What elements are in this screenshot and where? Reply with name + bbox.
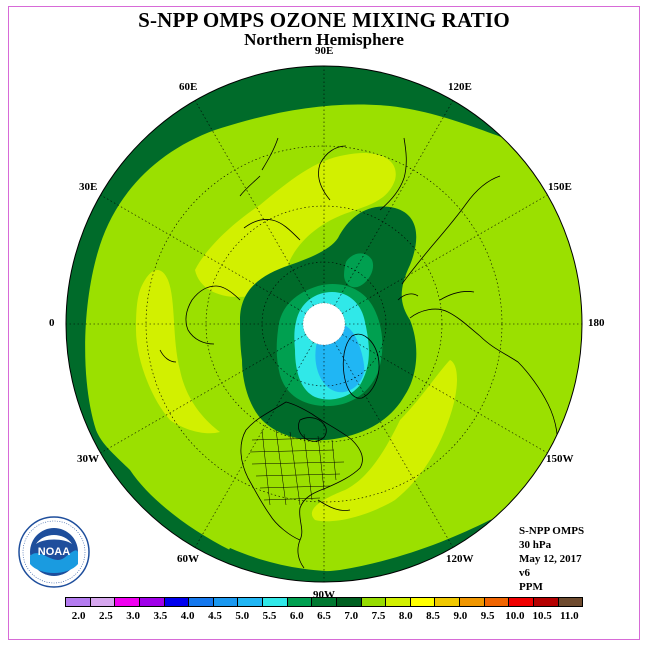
- field-region-6-5-east: [344, 253, 374, 288]
- noaa-logo-emblem: [18, 516, 90, 588]
- coast-central-america: [297, 499, 351, 569]
- color-bar-segment: [115, 598, 140, 606]
- noaa-logo: NOAA: [18, 516, 90, 588]
- coast-japan: [239, 137, 279, 197]
- color-bar-segment: [435, 598, 460, 606]
- meridian-line: [334, 342, 454, 548]
- color-bar-tick-label: 6.0: [289, 610, 304, 622]
- pole-no-data-mask: [303, 303, 345, 345]
- color-bar-segment: [213, 598, 239, 606]
- longitude-label: 150W: [546, 453, 574, 465]
- meridian-line: [342, 334, 548, 454]
- color-bar-tick-label: 7.0: [344, 610, 359, 622]
- coast-asia: [243, 137, 501, 285]
- color-bar-segment: [189, 598, 214, 606]
- noaa-logo-text: NOAA: [37, 546, 71, 558]
- color-bar-tick-label: 9.5: [480, 610, 495, 622]
- longitude-label: 60E: [179, 81, 198, 93]
- map-subtitle: Northern Hemisphere: [244, 30, 404, 49]
- color-bar-segment: [312, 598, 337, 606]
- color-bar-segment: [336, 598, 362, 606]
- color-bar-segment: [287, 598, 313, 606]
- color-bar-tick-label: 9.0: [453, 610, 468, 622]
- color-bar-segment: [263, 598, 288, 606]
- coast-north-america: [240, 401, 363, 541]
- longitude-label: 30E: [79, 181, 98, 193]
- field-patch-yellow-east: [311, 360, 457, 522]
- color-bar-segment: [386, 598, 411, 606]
- color-bar-segment: [533, 598, 559, 606]
- info-version: v6: [519, 567, 530, 579]
- color-bar-segment: [558, 598, 583, 606]
- map-info: S-NPP OMPS 30 hPa May 12, 2017 v6 PPM: [519, 524, 584, 594]
- coast-hudson-bay: [298, 417, 327, 442]
- color-bar-tick-label: 10.5: [532, 610, 552, 622]
- longitude-label: 120W: [446, 553, 474, 565]
- color-bar-tick-label: 4.0: [180, 610, 195, 622]
- color-bar: [65, 597, 583, 607]
- longitude-label: 90E: [315, 45, 334, 57]
- color-bar-tick-label: 6.5: [317, 610, 331, 622]
- meridians: [66, 66, 582, 582]
- longitude-label: 150E: [548, 181, 572, 193]
- info-instrument: S-NPP OMPS: [519, 525, 585, 537]
- color-bar-tick-label: 8.5: [426, 610, 440, 622]
- color-bar-segment: [139, 598, 165, 606]
- color-bar-tick-label: 11.0: [560, 610, 579, 622]
- longitude-label: 120E: [448, 81, 472, 93]
- color-bar-segment: [410, 598, 436, 606]
- field-patch-yellow-north: [195, 152, 396, 297]
- hemisphere-border: [65, 65, 583, 583]
- longitude-label: 180: [588, 317, 605, 329]
- color-bar-tick-label: 2.5: [99, 610, 113, 622]
- color-bar-tick-label: 4.5: [208, 610, 222, 622]
- map-title: S-NPP OMPS OZONE MIXING RATIO: [138, 8, 510, 32]
- color-bar-tick-label: 3.0: [126, 610, 141, 622]
- figure-frame: [8, 6, 640, 640]
- color-bar-tick-label: 3.5: [153, 610, 168, 622]
- color-bar-segment: [361, 598, 387, 606]
- field-patch-yellow-west: [136, 269, 220, 434]
- longitude-label: 60W: [177, 553, 199, 565]
- color-bar-segment: [460, 598, 485, 606]
- longitude-label: 30W: [77, 453, 99, 465]
- color-bar-segment: [164, 598, 190, 606]
- color-bar-tick-label: 10.0: [505, 610, 525, 622]
- info-units: PPM: [519, 581, 543, 593]
- coast-europe-africa: [397, 291, 558, 457]
- coast-greenland: [342, 333, 380, 399]
- color-bar-tick-label: 8.0: [398, 610, 413, 622]
- coastlines: [159, 137, 558, 569]
- color-bar-segment: [484, 598, 510, 606]
- color-bar-segment: [509, 598, 534, 606]
- coast-alaska: [159, 285, 241, 363]
- info-date: May 12, 2017: [519, 553, 582, 565]
- color-bar-tick-label: 5.5: [262, 610, 277, 622]
- info-level: 30 hPa: [519, 539, 552, 551]
- longitude-label: 0: [49, 317, 55, 329]
- color-bar-segment: [66, 598, 91, 606]
- color-bar-segment: [90, 598, 116, 606]
- color-bar-tick-label: 2.0: [71, 610, 86, 622]
- us-political-grid: [249, 429, 345, 506]
- graticule: [66, 66, 582, 582]
- color-bar-tick-label: 5.0: [235, 610, 250, 622]
- color-bar-segment: [238, 598, 263, 606]
- color-bar-tick-label: 7.5: [371, 610, 386, 622]
